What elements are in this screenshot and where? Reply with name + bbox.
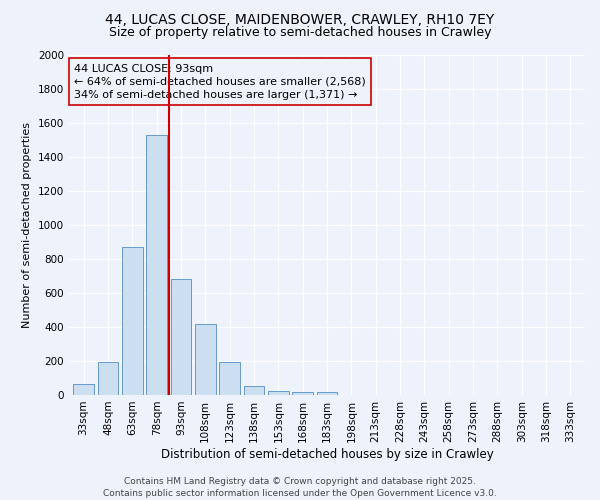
- Bar: [98, 362, 118, 395]
- Bar: [244, 386, 265, 395]
- Text: Contains HM Land Registry data © Crown copyright and database right 2025.
Contai: Contains HM Land Registry data © Crown c…: [103, 476, 497, 498]
- Bar: [73, 384, 94, 395]
- Text: 44, LUCAS CLOSE, MAIDENBOWER, CRAWLEY, RH10 7EY: 44, LUCAS CLOSE, MAIDENBOWER, CRAWLEY, R…: [106, 12, 494, 26]
- Bar: [317, 392, 337, 395]
- Bar: [122, 247, 143, 395]
- Bar: [268, 391, 289, 395]
- Y-axis label: Number of semi-detached properties: Number of semi-detached properties: [22, 122, 32, 328]
- Bar: [219, 362, 240, 395]
- X-axis label: Distribution of semi-detached houses by size in Crawley: Distribution of semi-detached houses by …: [161, 448, 493, 460]
- Bar: [195, 324, 215, 395]
- Text: Size of property relative to semi-detached houses in Crawley: Size of property relative to semi-detach…: [109, 26, 491, 39]
- Bar: [292, 392, 313, 395]
- Bar: [146, 135, 167, 395]
- Text: 44 LUCAS CLOSE: 93sqm
← 64% of semi-detached houses are smaller (2,568)
34% of s: 44 LUCAS CLOSE: 93sqm ← 64% of semi-deta…: [74, 64, 366, 100]
- Bar: [170, 278, 191, 395]
